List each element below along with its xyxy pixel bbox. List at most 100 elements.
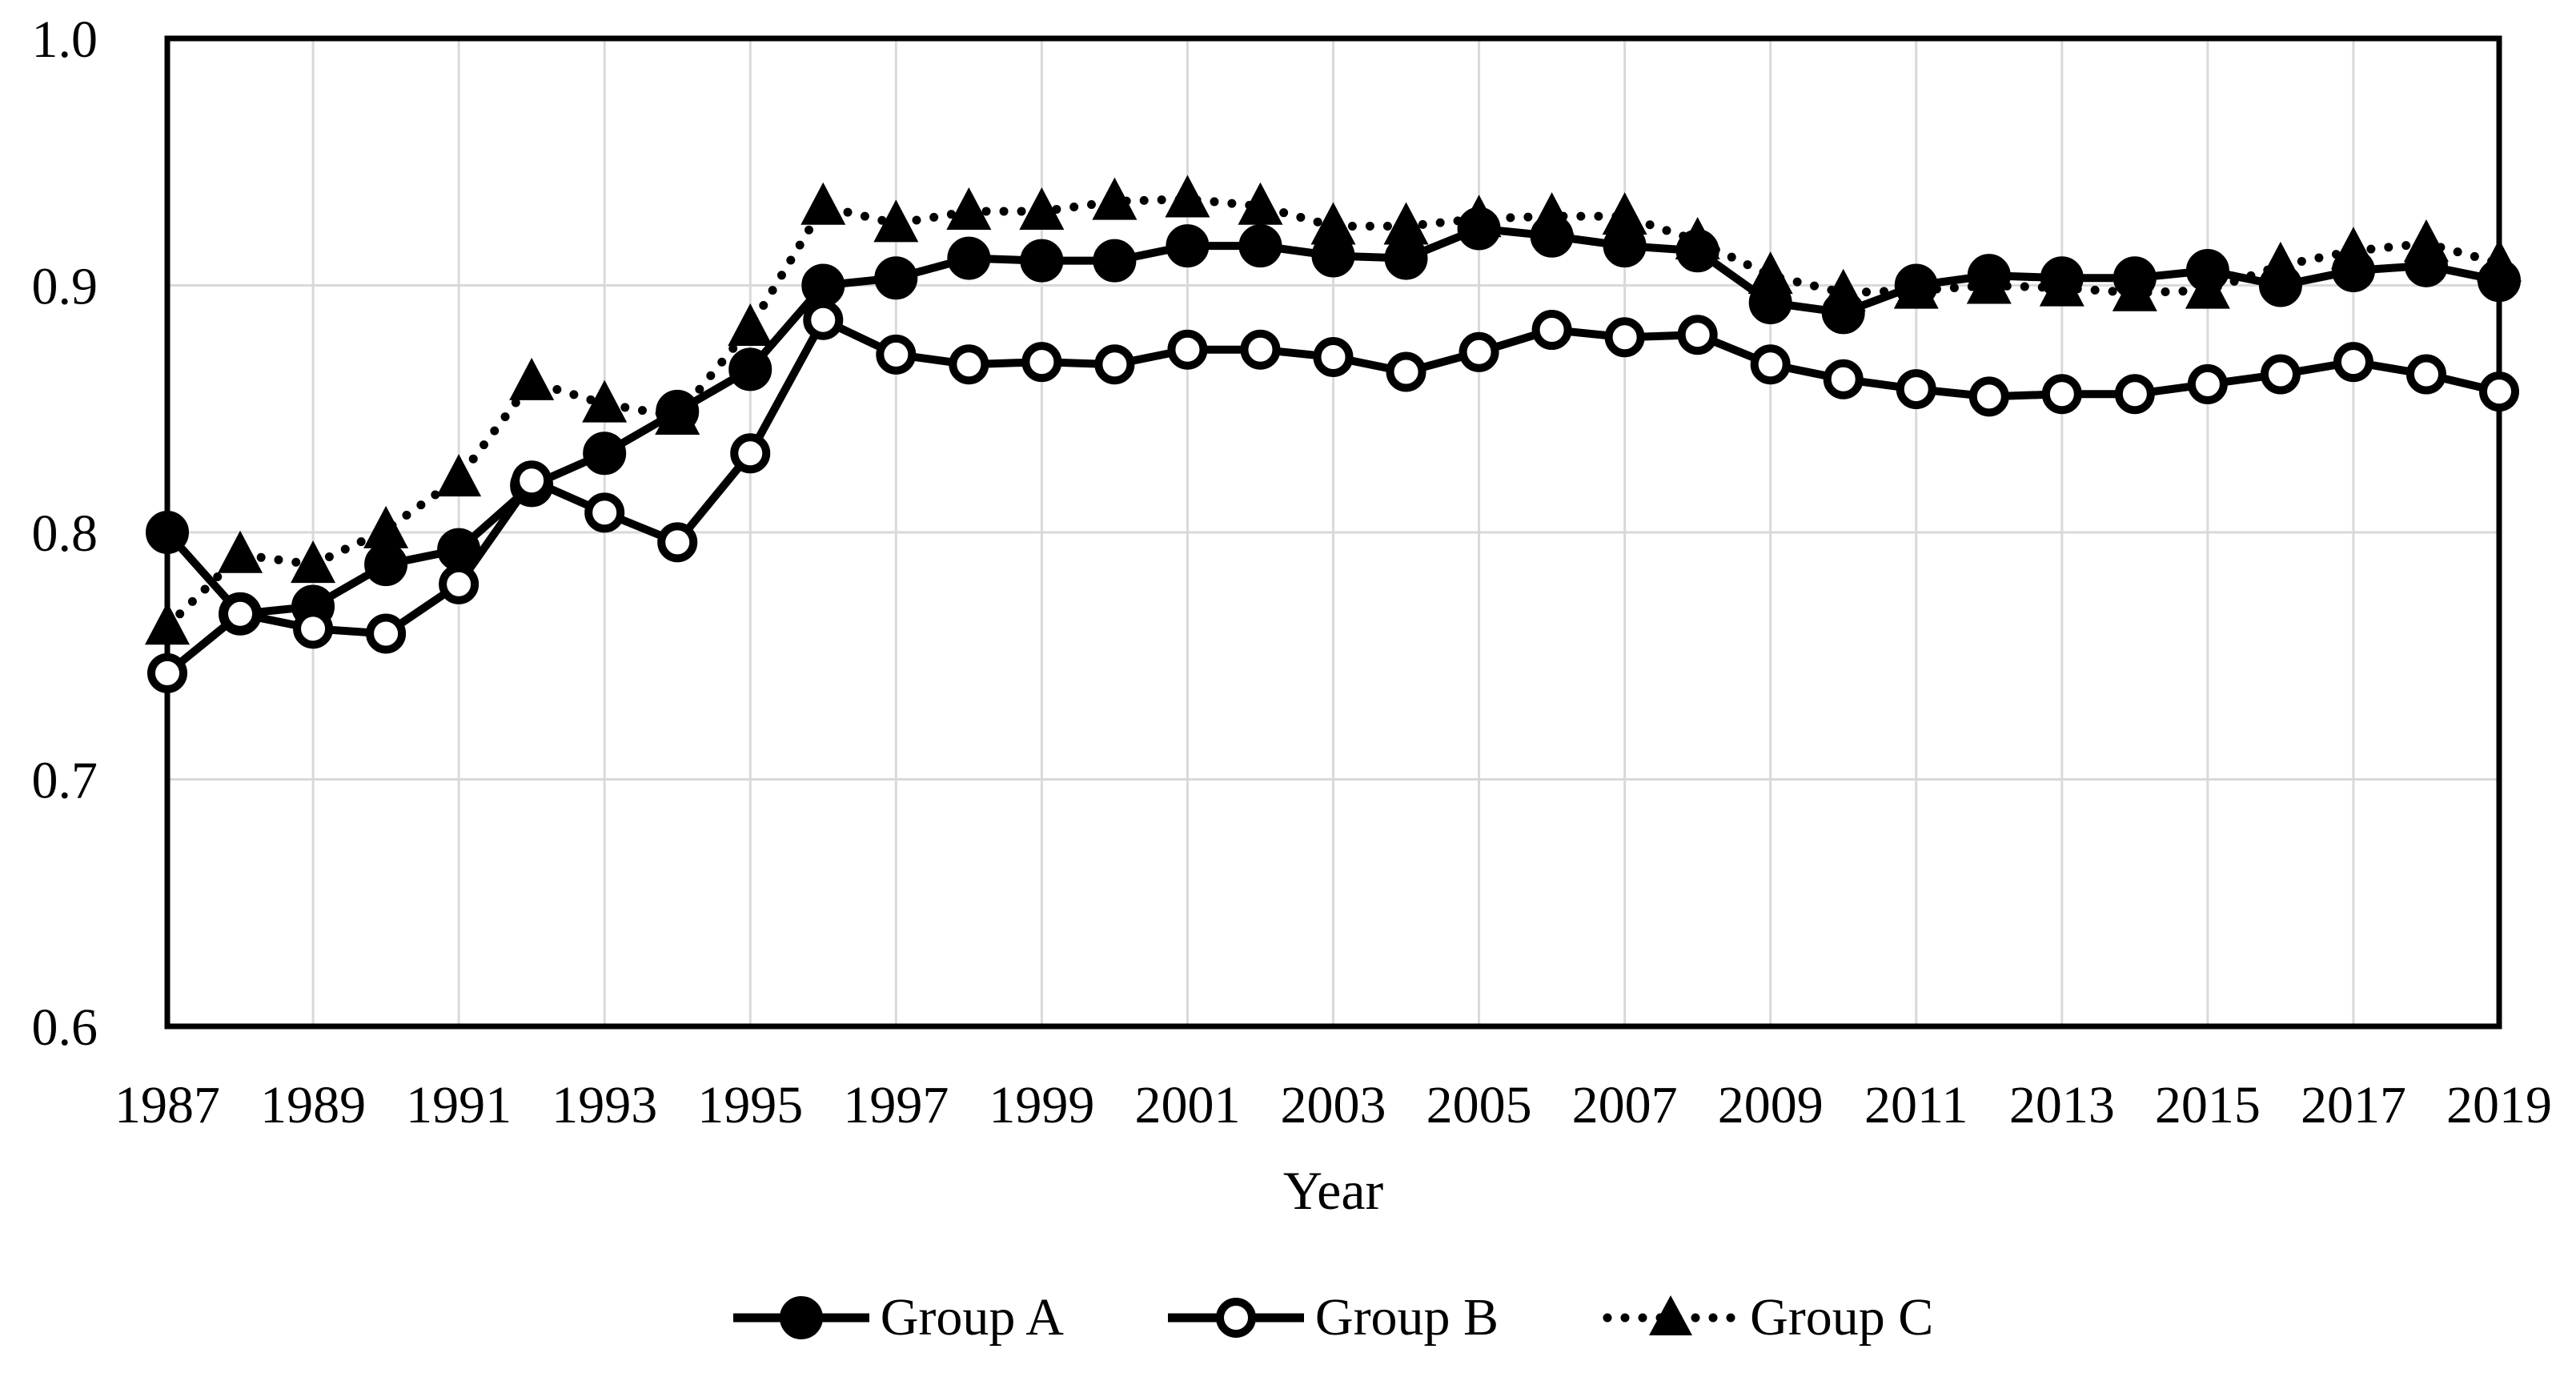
marker-group-a-1993 xyxy=(583,432,627,476)
y-tick-label-0.9: 0.9 xyxy=(32,258,98,316)
x-tick-label-2009: 2009 xyxy=(1718,1076,1824,1134)
marker-group-a-1996 xyxy=(801,263,845,307)
marker-group-a-2004 xyxy=(1384,236,1428,280)
marker-group-a-1998 xyxy=(947,236,991,280)
marker-group-a-2019 xyxy=(2478,259,2521,303)
marker-group-b-2019 xyxy=(2479,371,2519,412)
x-axis-title: Year xyxy=(1282,1160,1384,1221)
marker-group-c-2001 xyxy=(1165,175,1210,218)
marker-group-a-2003 xyxy=(1311,234,1355,278)
marker-group-c-1997 xyxy=(873,199,919,243)
x-tick-label-1991: 1991 xyxy=(406,1076,512,1134)
marker-group-c-2002 xyxy=(1238,182,1283,225)
marker-group-a-2006 xyxy=(1530,214,1574,258)
marker-group-c-2000 xyxy=(1092,177,1138,220)
marker-group-b-2013 xyxy=(2041,374,2082,415)
marker-group-c-1998 xyxy=(946,187,992,230)
legend-item-group-b: Group B xyxy=(1167,1287,1499,1348)
marker-group-b-2016 xyxy=(2260,354,2301,395)
marker-group-a-2012 xyxy=(1967,254,2011,298)
marker-group-a-1990 xyxy=(364,543,408,587)
chart-plot-area: 1.0 0.9 0.8 0.7 0.6 1987 1989 1991 1993 1995 1997 1… xyxy=(32,10,2553,1134)
x-tick-label-2003: 2003 xyxy=(1281,1076,1386,1134)
x-tick-label-2019: 2019 xyxy=(2446,1076,2552,1134)
legend-label: Group B xyxy=(1314,1288,1499,1347)
x-tick-label-2011: 2011 xyxy=(1864,1076,1968,1134)
marker-group-c-1989 xyxy=(291,540,336,584)
marker-group-a-1987 xyxy=(146,511,189,554)
y-tick-label-0.6: 0.6 xyxy=(32,998,98,1057)
marker-group-b-1990 xyxy=(366,613,407,654)
marker-group-c-2009 xyxy=(1747,251,1793,295)
marker-group-a-2001 xyxy=(1166,224,1210,268)
marker-group-b-2009 xyxy=(1750,344,1791,385)
marker-group-b-2004 xyxy=(1386,351,1426,392)
marker-group-b-2002 xyxy=(1240,329,1281,370)
marker-group-b-2018 xyxy=(2405,354,2446,395)
x-tick-label-2017: 2017 xyxy=(2301,1076,2406,1134)
marker-group-b-2005 xyxy=(1459,331,1499,372)
marker-group-b-1998 xyxy=(949,344,989,385)
marker-group-b-1993 xyxy=(584,492,625,533)
x-tick-label-1993: 1993 xyxy=(552,1076,657,1134)
marker-group-b-1992 xyxy=(512,460,552,501)
marker-group-b-2012 xyxy=(1968,376,2009,417)
marker-group-b-1991 xyxy=(439,564,479,604)
marker-group-a-2018 xyxy=(2404,243,2448,287)
legend-item-group-c: Group C xyxy=(1603,1287,1933,1348)
marker-group-a-2013 xyxy=(2040,256,2084,300)
x-tick-label-1999: 1999 xyxy=(989,1076,1094,1134)
marker-group-a-2016 xyxy=(2258,263,2302,307)
marker-group-b-1994 xyxy=(657,522,698,563)
legend-label: Group A xyxy=(880,1288,1064,1347)
marker-group-a-2010 xyxy=(1821,291,1865,335)
y-tick-label-0.8: 0.8 xyxy=(32,504,98,563)
x-tick-label-2013: 2013 xyxy=(2009,1076,2115,1134)
y-tick-label-0.7: 0.7 xyxy=(32,752,98,810)
marker-group-a-2017 xyxy=(2331,248,2375,292)
marker-group-a-2007 xyxy=(1603,224,1647,268)
marker-group-b-1987 xyxy=(147,652,187,693)
marker-group-a-2009 xyxy=(1748,281,1792,325)
marker-group-c-2007 xyxy=(1602,192,1647,235)
marker-group-a-2015 xyxy=(2185,248,2229,292)
x-tick-label-1995: 1995 xyxy=(697,1076,803,1134)
marker-group-b-2006 xyxy=(1531,310,1572,351)
marker-group-b-2010 xyxy=(1823,359,1864,399)
marker-group-b-1995 xyxy=(730,433,771,474)
marker-group-c-1996 xyxy=(800,182,846,225)
x-tick-label-2005: 2005 xyxy=(1426,1076,1532,1134)
marker-group-c-2004 xyxy=(1383,202,1429,245)
marker-group-a-2000 xyxy=(1093,239,1137,283)
marker-group-c-1993 xyxy=(582,379,628,423)
marker-group-b-2000 xyxy=(1094,344,1135,385)
marker-group-b-2015 xyxy=(2187,363,2228,404)
legend-item-group-a: Group A xyxy=(732,1287,1064,1348)
marker-group-b-2011 xyxy=(1896,369,1936,410)
marker-group-c-1999 xyxy=(1019,187,1065,230)
marker-group-a-2011 xyxy=(1894,263,1938,307)
marker-group-b-1999 xyxy=(1021,342,1062,383)
marker-group-a-1995 xyxy=(728,347,772,391)
marker-group-a-2005 xyxy=(1457,207,1501,251)
marker-group-b-1989 xyxy=(293,608,334,649)
marker-group-a-2008 xyxy=(1675,229,1719,273)
filled-triangle-dotted-line-icon xyxy=(1603,1295,1739,1335)
marker-group-c-1987 xyxy=(145,602,190,645)
marker-group-b-2001 xyxy=(1167,329,1208,370)
filled-circle-solid-line-icon xyxy=(732,1296,869,1339)
marker-group-b-2008 xyxy=(1677,315,1718,355)
marker-group-c-1995 xyxy=(728,303,773,346)
marker-group-b-2003 xyxy=(1313,336,1354,377)
x-tick-label-2007: 2007 xyxy=(1572,1076,1678,1134)
x-tick-label-2001: 2001 xyxy=(1134,1076,1240,1134)
marker-group-a-1999 xyxy=(1020,239,1064,283)
marker-group-b-1988 xyxy=(220,593,261,634)
x-tick-label-1989: 1989 xyxy=(260,1076,366,1134)
marker-group-b-1996 xyxy=(803,299,844,340)
marker-group-b-1997 xyxy=(876,334,917,375)
x-tick-label-1987: 1987 xyxy=(114,1076,220,1134)
x-tick-label-1997: 1997 xyxy=(843,1076,949,1134)
marker-group-c-1988 xyxy=(218,530,263,573)
